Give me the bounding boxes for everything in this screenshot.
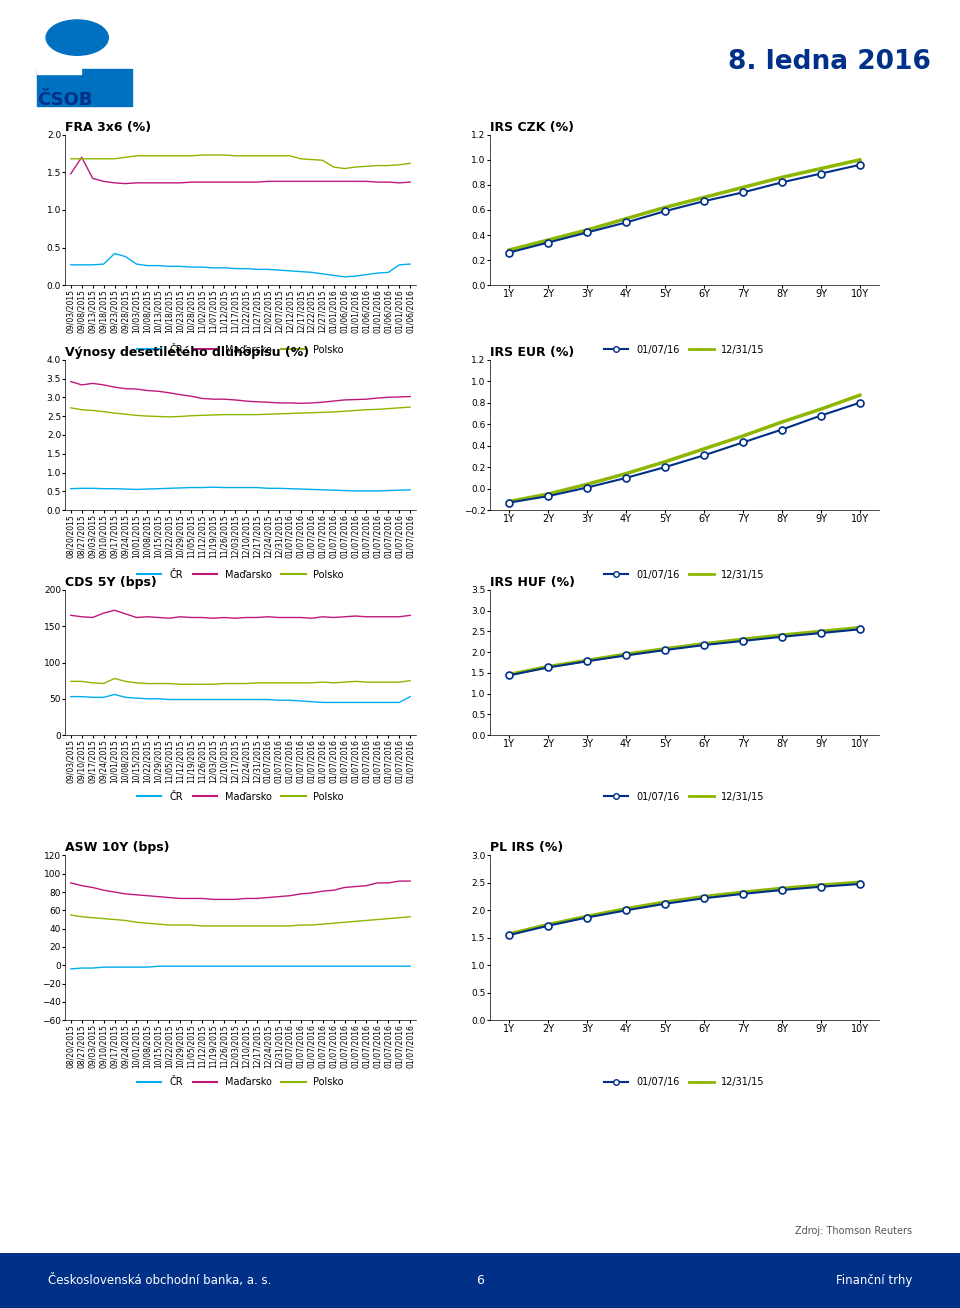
Text: ASW 10Y (bps): ASW 10Y (bps) xyxy=(65,841,170,854)
Text: 8. ledna 2016: 8. ledna 2016 xyxy=(729,50,931,75)
Bar xyxy=(37,69,132,106)
Text: Finanční trhy: Finanční trhy xyxy=(835,1274,912,1287)
Text: CDS 5Y (bps): CDS 5Y (bps) xyxy=(65,576,157,589)
Text: IRS CZK (%): IRS CZK (%) xyxy=(490,120,574,133)
Text: Československá obchodní banka, a. s.: Československá obchodní banka, a. s. xyxy=(48,1274,272,1287)
Text: 6: 6 xyxy=(476,1274,484,1287)
Text: Výnosy desetiletého dluhopisu (%): Výnosy desetiletého dluhopisu (%) xyxy=(65,345,309,358)
Text: PL IRS (%): PL IRS (%) xyxy=(490,841,563,854)
Text: IRS EUR (%): IRS EUR (%) xyxy=(490,345,574,358)
Legend: ČR, Maďarsko, Polsko: ČR, Maďarsko, Polsko xyxy=(133,340,348,358)
Bar xyxy=(37,67,81,73)
Circle shape xyxy=(46,20,108,55)
Legend: 01/07/16, 12/31/15: 01/07/16, 12/31/15 xyxy=(600,1074,769,1091)
Text: IRS HUF (%): IRS HUF (%) xyxy=(490,576,575,589)
Legend: ČR, Maďarsko, Polsko: ČR, Maďarsko, Polsko xyxy=(133,1074,348,1091)
Text: Zdroj: Thomson Reuters: Zdroj: Thomson Reuters xyxy=(795,1226,912,1236)
Legend: 01/07/16, 12/31/15: 01/07/16, 12/31/15 xyxy=(600,565,769,583)
Text: ČSOB: ČSOB xyxy=(37,92,93,110)
Legend: ČR, Maďarsko, Polsko: ČR, Maďarsko, Polsko xyxy=(133,787,348,806)
Text: FRA 3x6 (%): FRA 3x6 (%) xyxy=(65,120,152,133)
Legend: ČR, Maďarsko, Polsko: ČR, Maďarsko, Polsko xyxy=(133,565,348,583)
Legend: 01/07/16, 12/31/15: 01/07/16, 12/31/15 xyxy=(600,787,769,806)
Legend: 01/07/16, 12/31/15: 01/07/16, 12/31/15 xyxy=(600,340,769,358)
